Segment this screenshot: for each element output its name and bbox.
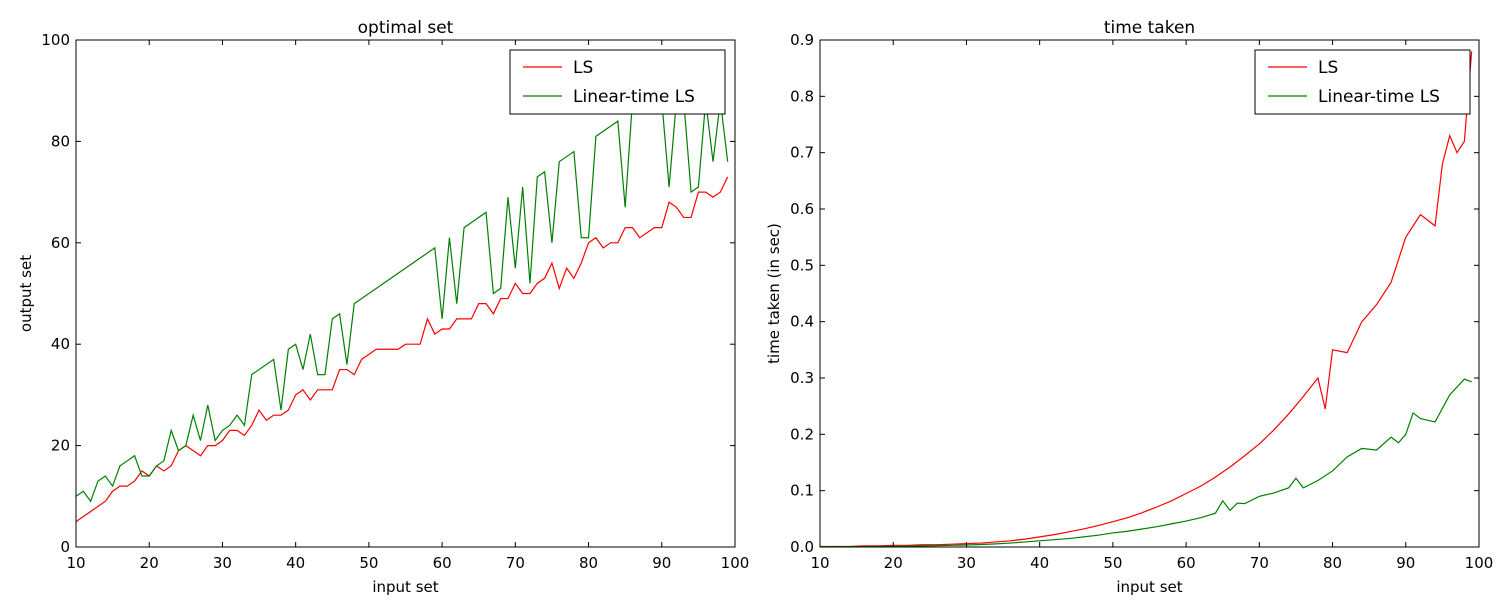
- x-tick-label: 60: [433, 554, 452, 572]
- x-tick-label: 30: [213, 554, 232, 572]
- x-tick-label: 80: [1323, 554, 1342, 572]
- y-tick-label: 0.2: [790, 425, 814, 443]
- x-tick-label: 30: [957, 554, 976, 572]
- y-tick-label: 0.5: [790, 256, 814, 274]
- y-tick-label: 0.4: [790, 313, 814, 331]
- legend: LS Linear-time LS: [509, 49, 726, 115]
- y-tick-label: 20: [51, 437, 70, 455]
- legend-label: LS: [573, 58, 593, 78]
- series-line-linear-time-ls: [820, 378, 1472, 547]
- series-line-linear-time-ls: [76, 100, 729, 503]
- x-tick-label: 20: [140, 554, 159, 572]
- chart-panel-2: 10 20 30 40 50 60 70 80 90 100 0.0 0.1 0.2 0.3 0.4 0.5 0…: [765, 18, 1493, 596]
- y-tick-label: 0.0: [790, 538, 814, 556]
- x-tick-label: 50: [1103, 554, 1122, 572]
- x-tick-label: 10: [66, 554, 85, 572]
- y-axis-label: output set: [17, 255, 35, 332]
- chart-title: optimal set: [358, 18, 454, 38]
- chart-panel-1: 10 20 30 40 50 60 70 80 90 100 0 20 40 60 80 100 optimal…: [17, 18, 749, 596]
- y-tick-label: 40: [51, 335, 70, 353]
- y-tick-label: 0.8: [790, 87, 814, 105]
- legend-box: [1254, 49, 1471, 115]
- x-tick-label: 60: [1177, 554, 1196, 572]
- y-tick-label: 0.9: [790, 31, 814, 49]
- x-tick-label: 40: [286, 554, 305, 572]
- y-tick-label: 80: [51, 132, 70, 150]
- series-line-ls: [76, 176, 729, 523]
- legend-label: Linear-time LS: [573, 87, 695, 107]
- x-axis-label: input set: [1116, 578, 1182, 596]
- series-line-ls: [820, 51, 1473, 547]
- x-tick-label: 90: [1396, 554, 1415, 572]
- legend: LS Linear-time LS: [1254, 49, 1471, 115]
- y-tick-label: 0.3: [790, 369, 814, 387]
- y-tick-label: 60: [51, 234, 70, 252]
- legend-label: LS: [1318, 58, 1338, 78]
- x-tick-label: 10: [810, 554, 829, 572]
- x-tick-label: 100: [1465, 554, 1494, 572]
- plot-frame: [819, 39, 1480, 548]
- x-tick-label: 70: [1250, 554, 1269, 572]
- x-tick-label: 90: [652, 554, 671, 572]
- x-tick-label: 100: [721, 554, 750, 572]
- legend-box: [509, 49, 726, 115]
- x-tick-label: 50: [359, 554, 378, 572]
- y-tick-label: 0.1: [790, 482, 814, 500]
- y-tick-label: 0: [60, 538, 70, 556]
- y-tick-label: 0.6: [790, 200, 814, 218]
- x-tick-label: 80: [579, 554, 598, 572]
- x-axis-label: input set: [372, 578, 438, 596]
- plot-frame: [75, 39, 736, 548]
- y-axis-label: time taken (in sec): [765, 223, 783, 364]
- y-tick-label: 0.7: [790, 144, 814, 162]
- legend-label: Linear-time LS: [1318, 87, 1440, 107]
- x-tick-label: 40: [1030, 554, 1049, 572]
- chart-title: time taken: [1104, 18, 1195, 38]
- x-tick-label: 70: [506, 554, 525, 572]
- y-tick-label: 100: [41, 31, 70, 49]
- x-tick-label: 20: [884, 554, 903, 572]
